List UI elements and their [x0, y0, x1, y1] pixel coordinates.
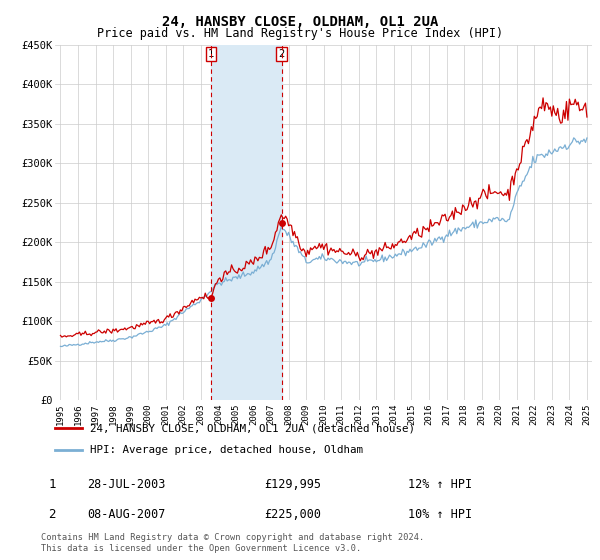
Text: HPI: Average price, detached house, Oldham: HPI: Average price, detached house, Oldh…: [89, 445, 362, 455]
Text: 10% ↑ HPI: 10% ↑ HPI: [408, 507, 472, 521]
Text: 2: 2: [278, 49, 285, 59]
Text: £129,995: £129,995: [264, 478, 321, 491]
Text: 28-JUL-2003: 28-JUL-2003: [87, 478, 166, 491]
Text: 12% ↑ HPI: 12% ↑ HPI: [408, 478, 472, 491]
Text: Contains HM Land Registry data © Crown copyright and database right 2024.
This d: Contains HM Land Registry data © Crown c…: [41, 533, 424, 553]
Text: 2: 2: [49, 507, 56, 521]
Text: 24, HANSBY CLOSE, OLDHAM, OL1 2UA (detached house): 24, HANSBY CLOSE, OLDHAM, OL1 2UA (detac…: [89, 423, 415, 433]
Text: £225,000: £225,000: [264, 507, 321, 521]
Text: 1: 1: [49, 478, 56, 491]
Text: 08-AUG-2007: 08-AUG-2007: [87, 507, 166, 521]
Text: 1: 1: [208, 49, 214, 59]
Bar: [211, 45, 281, 400]
Text: Price paid vs. HM Land Registry's House Price Index (HPI): Price paid vs. HM Land Registry's House …: [97, 27, 503, 40]
Text: 24, HANSBY CLOSE, OLDHAM, OL1 2UA: 24, HANSBY CLOSE, OLDHAM, OL1 2UA: [162, 15, 438, 29]
